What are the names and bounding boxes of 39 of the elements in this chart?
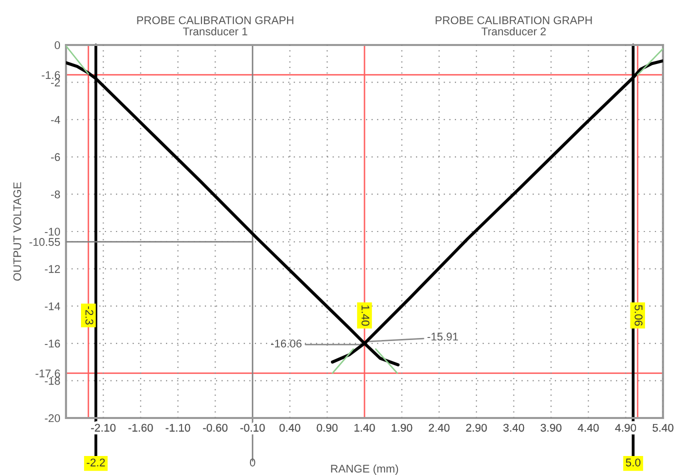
y-tick-label: -17.6 <box>36 370 60 378</box>
x-tick-label: 1.40 <box>354 424 375 432</box>
y-tick-label: -20 <box>44 414 60 422</box>
x-tick-label: 5.40 <box>652 424 674 432</box>
ref-line-label: -2.3 <box>85 306 94 325</box>
y-tick-label: -6 <box>51 153 60 162</box>
y-axis-title: OUTPUT VOLTAGE <box>13 182 22 281</box>
x-tick-label: 3.40 <box>503 424 524 432</box>
y-tick-label: -18 <box>44 376 60 385</box>
x-tick-label: -1.60 <box>128 424 153 432</box>
y-tick-label: -10 <box>44 228 60 236</box>
y-tick-label: -1.6 <box>42 71 60 79</box>
ref-line-label: -2.2 <box>86 458 105 466</box>
x-tick-label: -1.10 <box>166 424 190 432</box>
x-tick-label: 0.90 <box>316 424 338 432</box>
x-tick-label: 0.40 <box>279 424 300 432</box>
y-tick-label: 0 <box>54 41 60 50</box>
x-tick-label: 1.90 <box>392 424 412 432</box>
x-tick-label: 2.90 <box>466 424 487 432</box>
x-tick-label: 4.40 <box>578 424 599 432</box>
text: PROBE CALIBRATION GRAPH Transducer 1 <box>137 16 294 36</box>
ref-line-label: 5.06 <box>634 305 643 326</box>
text: PROBE CALIBRATION GRAPH Transducer 2 <box>436 16 592 36</box>
ref-line-label: 1.40 <box>362 305 370 326</box>
y-tick-label: -16 <box>44 340 60 348</box>
y-tick-label: -14 <box>44 302 60 310</box>
ref-line-label: 0 <box>250 458 256 466</box>
x-tick-label: 2.40 <box>428 424 450 432</box>
ref-line-label: 5.0 <box>626 458 640 466</box>
x-tick-label: -0.60 <box>203 424 228 432</box>
y-tick-label: -2 <box>51 78 60 86</box>
y-tick-label: -8 <box>51 190 60 198</box>
y-tick-label: -4 <box>51 116 60 124</box>
y-tick-label: -10.55 <box>29 238 60 246</box>
y-tick-label: -12 <box>44 265 60 273</box>
x-axis-title: RANGE (mm) <box>331 464 398 475</box>
annotation: -15.91 <box>427 332 458 341</box>
x-tick-label: 3.90 <box>540 424 562 432</box>
annotation: -16.06 <box>270 340 302 348</box>
